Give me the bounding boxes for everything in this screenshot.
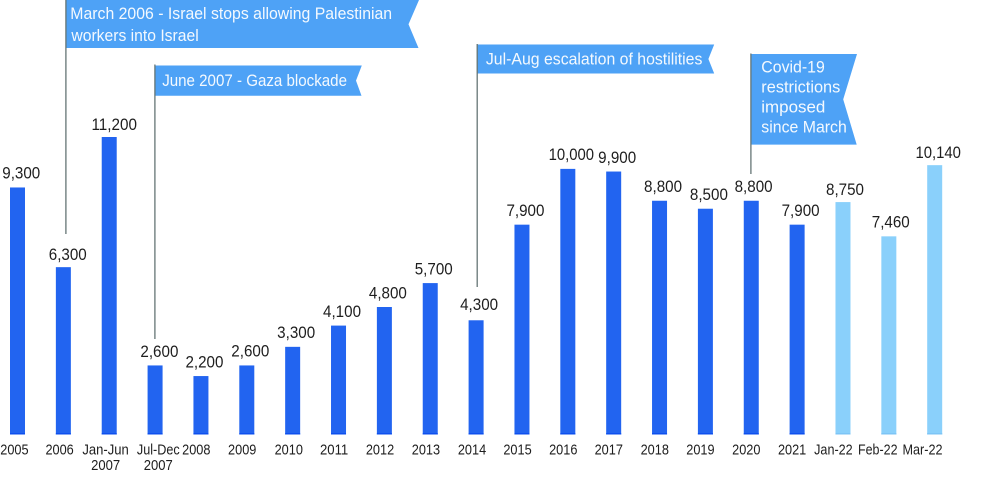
svg-text:March 2006 - Israel stops allo: March 2006 - Israel stops allowing Pales… (70, 4, 392, 23)
svg-text:9,900: 9,900 (598, 148, 636, 167)
svg-text:Jan-22: Jan-22 (814, 441, 853, 458)
svg-text:2009: 2009 (228, 441, 256, 458)
svg-text:8,800: 8,800 (644, 177, 682, 196)
svg-text:workers into Israel: workers into Israel (70, 26, 198, 45)
svg-text:11,200: 11,200 (91, 115, 137, 134)
svg-text:8,500: 8,500 (690, 185, 728, 204)
svg-text:2013: 2013 (412, 441, 440, 458)
svg-text:2006: 2006 (45, 441, 73, 458)
svg-text:2005: 2005 (0, 441, 28, 458)
svg-text:2021: 2021 (778, 441, 806, 458)
svg-text:Mar-22: Mar-22 (903, 441, 943, 458)
svg-text:2,200: 2,200 (185, 352, 223, 371)
svg-text:2016: 2016 (549, 441, 577, 458)
svg-text:Feb-22: Feb-22 (858, 441, 898, 458)
svg-text:3,300: 3,300 (277, 323, 315, 342)
svg-text:7,460: 7,460 (872, 213, 910, 232)
svg-text:2015: 2015 (503, 441, 531, 458)
svg-text:imposed: imposed (761, 97, 825, 116)
svg-text:since March: since March (761, 117, 847, 136)
svg-text:2010: 2010 (275, 441, 303, 458)
svg-text:June 2007 - Gaza blockade: June 2007 - Gaza blockade (162, 71, 347, 90)
svg-text:4,800: 4,800 (369, 283, 407, 302)
svg-text:2008: 2008 (182, 441, 210, 458)
svg-text:8,750: 8,750 (826, 180, 864, 199)
svg-text:Jan-Jun: Jan-Jun (82, 441, 128, 458)
svg-text:7,900: 7,900 (506, 201, 544, 220)
svg-text:2012: 2012 (366, 441, 394, 458)
svg-text:2011: 2011 (320, 441, 348, 458)
svg-text:2014: 2014 (458, 441, 486, 458)
svg-text:2,600: 2,600 (140, 342, 178, 361)
svg-text:4,300: 4,300 (460, 295, 498, 314)
svg-text:9,300: 9,300 (2, 164, 40, 183)
svg-text:10,140: 10,140 (915, 143, 961, 162)
svg-text:7,900: 7,900 (782, 201, 820, 220)
svg-text:5,700: 5,700 (415, 259, 453, 278)
svg-text:Jul-Dec: Jul-Dec (137, 441, 180, 458)
svg-text:4,100: 4,100 (323, 302, 361, 321)
svg-text:restrictions: restrictions (761, 77, 840, 96)
svg-text:2007: 2007 (91, 457, 120, 474)
svg-text:8,800: 8,800 (735, 177, 773, 196)
svg-text:2020: 2020 (732, 441, 760, 458)
svg-text:10,000: 10,000 (549, 145, 595, 164)
svg-text:2007: 2007 (144, 457, 173, 474)
svg-text:Jul-Aug escalation of hostilit: Jul-Aug escalation of hostilities (486, 49, 703, 68)
svg-text:2017: 2017 (595, 441, 623, 458)
svg-text:6,300: 6,300 (49, 245, 87, 264)
svg-text:2,600: 2,600 (231, 342, 269, 361)
svg-text:Covid-19: Covid-19 (761, 57, 825, 76)
svg-text:2018: 2018 (641, 441, 669, 458)
svg-text:2019: 2019 (686, 441, 714, 458)
